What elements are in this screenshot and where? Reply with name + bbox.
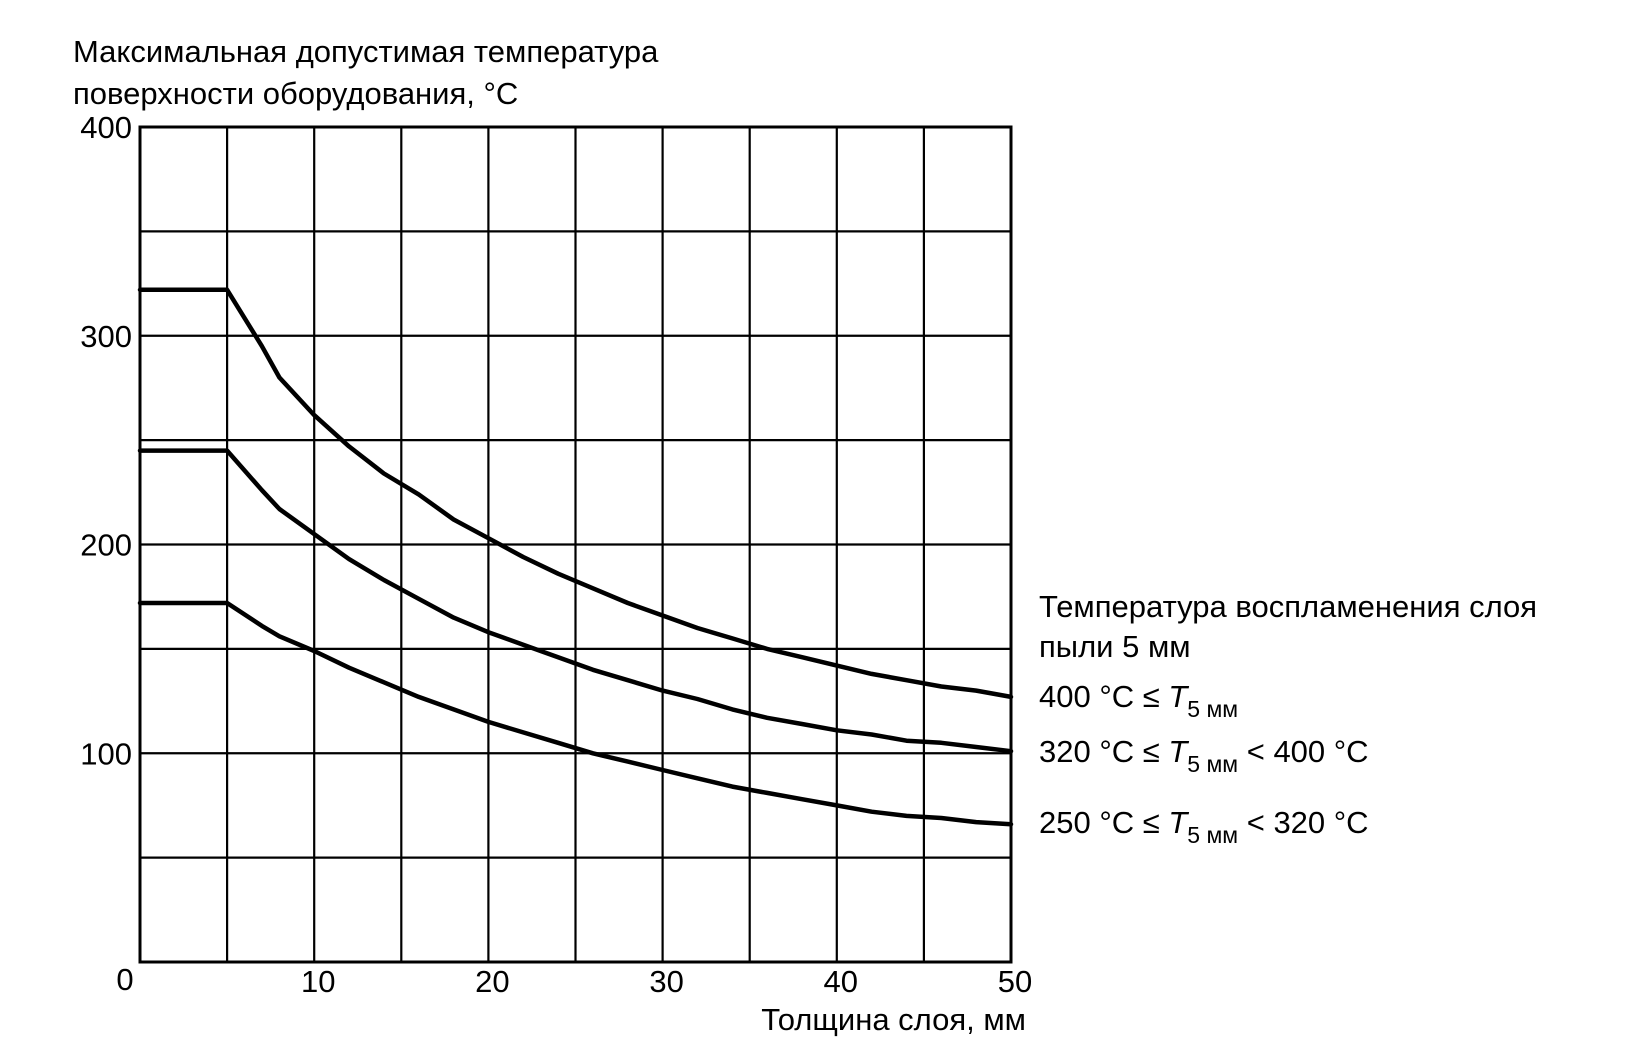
- origin-label: 0: [116, 962, 133, 997]
- x-tick-label: 20: [475, 964, 509, 999]
- legend-title-line-1: Температура воспламенения слоя: [1039, 589, 1537, 624]
- curves: [137, 287, 1014, 827]
- series-line-3: [137, 600, 1014, 827]
- legend-title-line-2: пыли 5 мм: [1039, 629, 1191, 664]
- y-axis-label-line-2: поверхности оборудования, °C: [73, 76, 518, 111]
- legend-entry-2: 320 °C ≤ T5 мм < 400 °C: [1039, 734, 1369, 777]
- y-axis-label: Максимальная допустимая температура пове…: [73, 34, 659, 111]
- legend-entry-1: 400 °C ≤ T5 мм: [1039, 679, 1238, 722]
- x-tick-label: 30: [649, 964, 683, 999]
- series-line-2: [137, 448, 1014, 754]
- legend-entry-3: 250 °C ≤ T5 мм < 320 °C: [1039, 805, 1369, 848]
- x-tick-label: 40: [824, 964, 858, 999]
- y-tick-label: 300: [80, 319, 132, 354]
- y-tick-label: 100: [80, 736, 132, 771]
- y-tick-label: 400: [80, 110, 132, 145]
- x-tick-label: 10: [301, 964, 335, 999]
- y-axis-label-line-1: Максимальная допустимая температура: [73, 34, 659, 69]
- plot-frame: [138, 125, 1013, 964]
- x-axis-label: Толщина слоя, мм: [761, 1002, 1026, 1037]
- y-tick-label: 200: [80, 528, 132, 563]
- x-tick-label: 50: [998, 964, 1032, 999]
- grid: [138, 125, 1013, 964]
- legend: Температура воспламенения слоя пыли 5 мм…: [1039, 589, 1537, 848]
- y-tick-labels: 100 200 300 400: [80, 110, 132, 771]
- x-tick-labels: 10 20 30 40 50: [301, 964, 1032, 999]
- series-line-1: [137, 287, 1014, 700]
